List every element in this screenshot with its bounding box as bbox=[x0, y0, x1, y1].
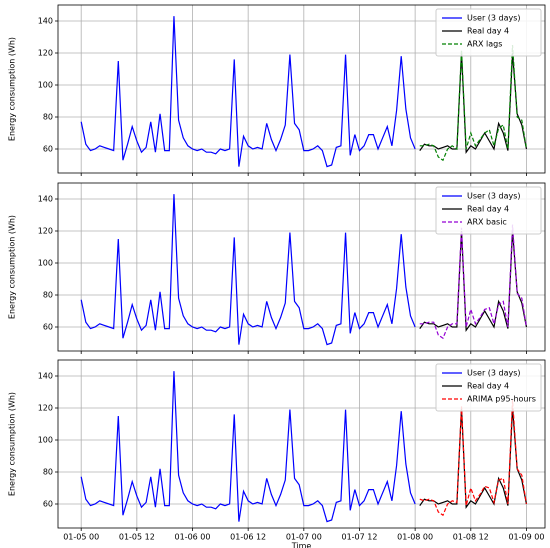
legend-label: Real day 4 bbox=[467, 205, 509, 214]
x-tick-label: 01-07 00 bbox=[286, 533, 322, 542]
panel: 60 80 100 120 140 Energy consumption (Wh) User… bbox=[8, 4, 546, 176]
line-series bbox=[419, 407, 528, 509]
y-axis-label: Energy consumption (Wh) bbox=[8, 37, 17, 141]
y-tick-label: 80 bbox=[43, 291, 53, 300]
x-axis-label: Time bbox=[291, 542, 312, 548]
y-axis-label: Energy consumption (Wh) bbox=[8, 215, 17, 319]
x-tick-label: 01-08 00 bbox=[397, 533, 433, 542]
y-tick-label: 120 bbox=[38, 49, 53, 58]
y-tick-label: 100 bbox=[38, 81, 53, 90]
axes-frame bbox=[57, 359, 546, 529]
legend-label: ARX basic bbox=[467, 218, 507, 227]
x-tick-label: 01-06 00 bbox=[175, 533, 211, 542]
y-tick-label: 100 bbox=[38, 259, 53, 268]
x-tick-label: 01-08 12 bbox=[453, 533, 489, 542]
x-tick-label: 01-06 12 bbox=[230, 533, 266, 542]
legend: User (3 days) Real day 4 ARX lags bbox=[435, 8, 542, 57]
line-series bbox=[419, 224, 528, 340]
line-series bbox=[80, 16, 416, 168]
line-series bbox=[419, 44, 528, 162]
line-series bbox=[419, 230, 528, 332]
y-tick-label: 140 bbox=[38, 372, 53, 381]
legend-label: Real day 4 bbox=[467, 27, 509, 36]
panel: 01-05 00 01-05 12 01-06 00 01-06 12 01-07 00… bbox=[8, 359, 546, 548]
axes-frame bbox=[57, 182, 546, 352]
legend: User (3 days) Real day 4 ARIMA p95-hours bbox=[435, 363, 542, 412]
line-series bbox=[80, 371, 416, 523]
y-tick-label: 80 bbox=[43, 113, 53, 122]
legend-label: Real day 4 bbox=[467, 382, 509, 391]
axes-frame bbox=[57, 4, 546, 174]
y-tick-label: 140 bbox=[38, 195, 53, 204]
legend-box bbox=[435, 186, 542, 235]
panel: 60 80 100 120 140 Energy consumption (Wh) User… bbox=[8, 182, 546, 354]
legend: User (3 days) Real day 4 ARX basic bbox=[435, 186, 542, 235]
legend-box bbox=[435, 363, 542, 412]
y-tick-label: 120 bbox=[38, 227, 53, 236]
legend-label: User (3 days) bbox=[467, 369, 521, 378]
line-series bbox=[419, 399, 528, 517]
legend-label: ARIMA p95-hours bbox=[467, 395, 536, 404]
legend-label: User (3 days) bbox=[467, 192, 521, 201]
y-tick-label: 60 bbox=[43, 145, 53, 154]
y-tick-label: 120 bbox=[38, 404, 53, 413]
line-series bbox=[80, 194, 416, 346]
x-tick-label: 01-05 12 bbox=[119, 533, 155, 542]
x-tick-label: 01-05 00 bbox=[63, 533, 99, 542]
y-tick-label: 60 bbox=[43, 500, 53, 509]
legend-box bbox=[435, 8, 542, 57]
x-tick-label: 01-07 12 bbox=[341, 533, 377, 542]
legend-label: ARX lags bbox=[467, 40, 502, 49]
y-tick-label: 140 bbox=[38, 17, 53, 26]
y-tick-label: 100 bbox=[38, 436, 53, 445]
legend-label: User (3 days) bbox=[467, 14, 521, 23]
y-axis-label: Energy consumption (Wh) bbox=[8, 392, 17, 496]
y-tick-label: 80 bbox=[43, 468, 53, 477]
y-tick-label: 60 bbox=[43, 323, 53, 332]
x-tick-label: 01-09 00 bbox=[508, 533, 544, 542]
